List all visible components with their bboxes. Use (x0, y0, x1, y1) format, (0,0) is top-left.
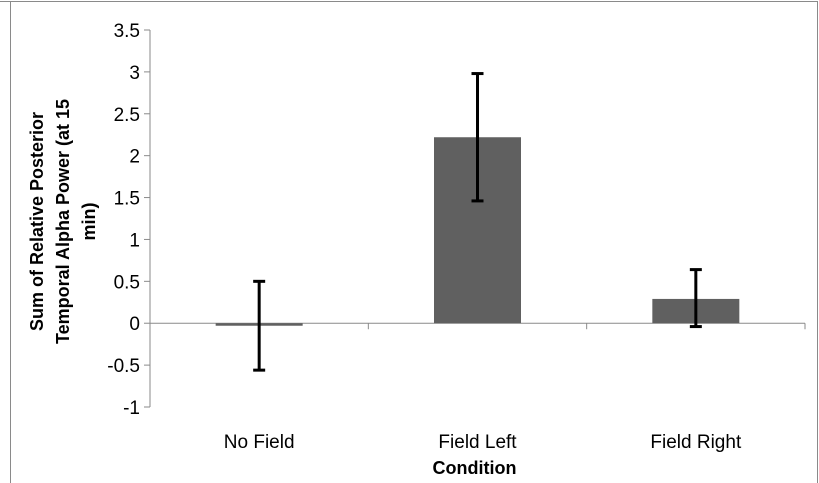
y-axis-title-line-2: Temporal Alpha Power (at 15 (53, 99, 73, 344)
x-axis-title: Condition (433, 458, 517, 478)
frame-right-border (817, 1, 818, 483)
y-tick-label: 2.5 (114, 105, 140, 126)
y-tick-label: -1 (123, 398, 140, 419)
y-tick-label: 0 (129, 314, 140, 335)
error-bar (689, 268, 702, 329)
error-bar (253, 279, 266, 372)
frame-top-border (0, 1, 817, 2)
y-tick-label: 3 (129, 63, 140, 84)
x-tick-label: Field Right (650, 432, 742, 453)
y-axis-title-line-3: min) (79, 202, 99, 240)
error-bars (253, 72, 702, 372)
y-axis-ticks: -1 -0.5 0 0.5 1 1.5 2 2.5 3 3.5 (107, 21, 150, 419)
x-axis-ticks: No Field Field Left Field Right (224, 323, 806, 453)
x-tick-label: No Field (224, 432, 295, 453)
error-bar (471, 72, 484, 203)
frame-left-border (10, 1, 11, 483)
y-tick-label: 2 (129, 147, 140, 168)
y-tick-label: 1 (129, 230, 140, 251)
y-tick-label: 0.5 (114, 272, 140, 293)
y-tick-label: -0.5 (107, 356, 140, 377)
y-tick-label: 3.5 (114, 21, 140, 42)
x-tick-label: Field Left (438, 432, 517, 453)
y-tick-label: 1.5 (114, 189, 140, 210)
y-axis-title: Sum of Relative Posterior Temporal Alpha… (27, 99, 99, 344)
y-axis-title-line-1: Sum of Relative Posterior (27, 112, 47, 331)
